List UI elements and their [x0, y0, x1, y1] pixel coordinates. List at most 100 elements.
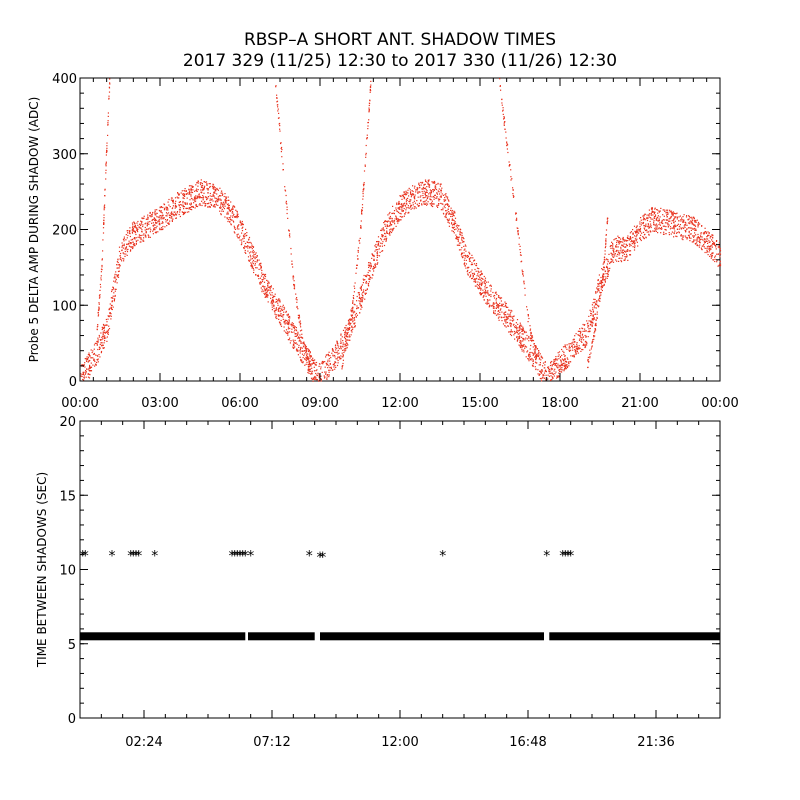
data-point — [485, 295, 487, 297]
data-point — [487, 281, 489, 283]
data-point — [389, 221, 391, 223]
data-point — [463, 255, 465, 257]
data-point — [626, 255, 628, 257]
data-point — [489, 285, 491, 287]
data-point — [466, 271, 468, 273]
data-point — [474, 280, 476, 282]
data-point — [107, 318, 109, 320]
data-point — [101, 328, 103, 331]
data-point — [679, 224, 681, 226]
data-point — [480, 293, 482, 295]
data-point — [514, 327, 516, 329]
data-point — [605, 242, 607, 244]
data-point — [581, 337, 583, 339]
data-point — [512, 187, 514, 189]
data-point — [452, 219, 454, 221]
data-point — [494, 313, 496, 315]
data-point — [448, 200, 450, 202]
data-point — [336, 364, 339, 367]
data-point — [165, 206, 167, 208]
data-point — [352, 326, 354, 329]
data-point — [424, 200, 426, 202]
data-point — [481, 283, 483, 285]
data-point — [195, 195, 197, 197]
data-point — [438, 188, 440, 190]
data-point — [544, 364, 546, 366]
data-point — [100, 286, 102, 288]
data-point — [480, 270, 482, 272]
data-point — [328, 365, 330, 367]
data-point — [241, 243, 243, 245]
data-point — [482, 292, 484, 294]
data-point — [351, 307, 353, 309]
data-point — [664, 225, 666, 227]
data-point — [121, 246, 123, 248]
data-point — [467, 269, 469, 272]
data-point — [103, 335, 105, 337]
data-point — [209, 198, 211, 200]
data-point — [614, 253, 616, 255]
data-point — [189, 189, 191, 191]
data-point — [254, 253, 256, 255]
data-point — [192, 186, 194, 188]
data-point — [535, 357, 537, 359]
data-point — [445, 216, 447, 219]
data-point — [527, 321, 529, 323]
data-point — [719, 263, 722, 265]
data-point — [703, 231, 706, 233]
data-point — [402, 210, 404, 212]
data-point — [220, 213, 222, 215]
data-point — [446, 218, 448, 220]
data-point — [481, 273, 483, 275]
data-point — [587, 326, 589, 328]
data-point — [623, 259, 625, 261]
data-point — [175, 217, 177, 219]
data-point — [134, 226, 136, 228]
data-point — [279, 322, 281, 324]
data-point — [160, 210, 162, 212]
data-point — [287, 313, 289, 315]
data-point — [341, 368, 343, 370]
data-point — [109, 307, 111, 309]
data-point — [676, 216, 678, 219]
data-point — [458, 249, 461, 251]
data-point — [461, 239, 463, 241]
data-point — [359, 304, 361, 306]
data-point — [490, 305, 492, 307]
data-point — [444, 197, 446, 199]
data-point — [115, 288, 117, 290]
data-point — [508, 314, 510, 316]
data-point — [648, 227, 650, 229]
data-point — [653, 224, 655, 226]
data-point — [402, 210, 404, 212]
data-point — [351, 331, 353, 333]
data-point — [358, 294, 360, 296]
data-point — [447, 219, 449, 221]
data-point — [509, 322, 511, 324]
data-point — [624, 258, 626, 260]
data-point — [178, 197, 180, 199]
data-point — [376, 263, 378, 265]
data-point — [275, 317, 277, 319]
data-point — [297, 337, 299, 339]
data-point — [210, 203, 212, 206]
data-point — [84, 358, 86, 360]
data-point — [314, 377, 316, 380]
data-point — [539, 370, 541, 372]
data-point — [657, 220, 659, 222]
x-tick-label: 09:00 — [301, 396, 338, 411]
data-point — [493, 307, 495, 309]
data-point — [306, 349, 308, 351]
data-point — [520, 344, 522, 346]
data-point — [132, 241, 134, 243]
data-point — [167, 222, 169, 224]
data-point — [522, 339, 524, 341]
data-point — [622, 251, 625, 254]
data-point — [303, 346, 305, 348]
data-point — [102, 338, 104, 340]
data-point — [615, 245, 617, 247]
data-point — [88, 368, 90, 370]
data-point — [429, 192, 431, 194]
top-panel-frame — [79, 77, 721, 382]
data-point — [227, 199, 230, 201]
